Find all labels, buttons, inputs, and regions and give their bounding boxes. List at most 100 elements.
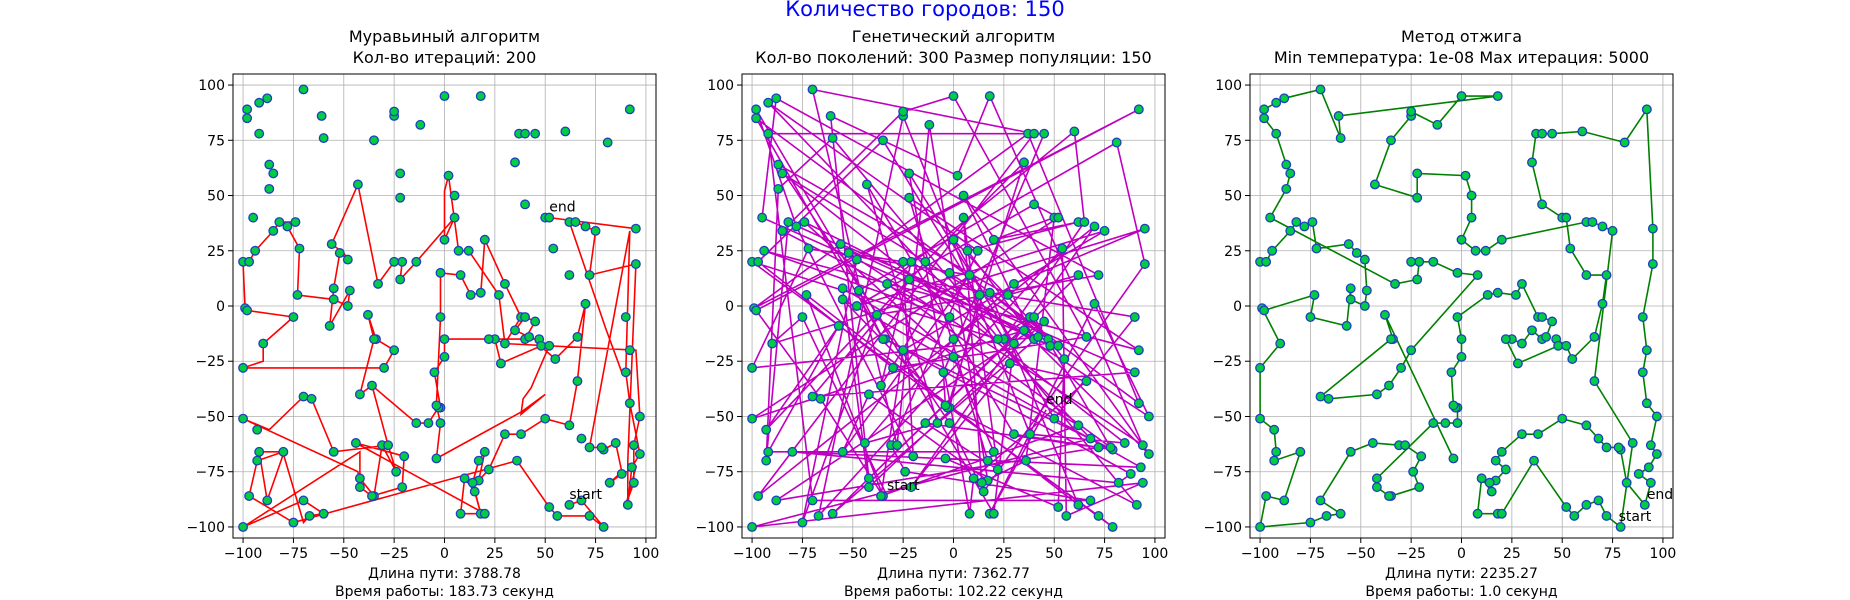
- city-point: [318, 133, 329, 144]
- city-point: [761, 455, 772, 466]
- city-point: [1460, 170, 1471, 181]
- y-tick-label: 100: [198, 78, 225, 94]
- start-label: start: [1619, 509, 1652, 525]
- city-point: [777, 225, 788, 236]
- city-point: [1099, 225, 1110, 236]
- city-point: [920, 418, 931, 429]
- end-label: end: [1046, 392, 1072, 408]
- city-point: [1647, 223, 1658, 234]
- city-point: [851, 254, 862, 265]
- city-point: [747, 522, 758, 532]
- city-point: [499, 278, 510, 289]
- city-point: [248, 212, 259, 223]
- city-point: [493, 290, 504, 300]
- city-point: [767, 338, 778, 349]
- city-point: [757, 212, 768, 223]
- city-point: [827, 508, 838, 519]
- city-point: [759, 245, 770, 256]
- x-tick-label: −75: [788, 546, 818, 562]
- city-point: [530, 316, 541, 327]
- city-point: [1406, 256, 1417, 267]
- city-point: [520, 199, 531, 210]
- y-tick-label: −100: [696, 520, 734, 536]
- city-point: [344, 285, 355, 296]
- city-point: [268, 225, 279, 236]
- city-point: [1541, 331, 1552, 342]
- city-point: [429, 367, 440, 378]
- y-tick-label: 25: [716, 244, 734, 260]
- city-point: [992, 334, 1003, 345]
- city-point: [449, 212, 460, 223]
- city-point: [1133, 104, 1144, 115]
- city-point: [1601, 510, 1612, 521]
- city-point: [876, 491, 886, 501]
- y-tick-label: 50: [207, 189, 225, 205]
- city-point: [940, 400, 951, 411]
- city-point: [1125, 468, 1136, 479]
- city-point: [415, 119, 426, 130]
- city-point: [992, 464, 1003, 475]
- city-point: [1589, 376, 1600, 387]
- city-point: [1341, 320, 1352, 331]
- city-point: [807, 84, 818, 95]
- city-point: [863, 482, 874, 493]
- city-point: [944, 418, 955, 429]
- city-point: [1085, 433, 1096, 444]
- city-point: [1613, 442, 1624, 453]
- city-point: [1345, 294, 1356, 305]
- x-tick-label: −75: [279, 546, 309, 562]
- y-tick-label: 100: [707, 78, 734, 94]
- city-point: [863, 389, 874, 400]
- city-point: [383, 440, 394, 451]
- city-point: [1512, 358, 1523, 369]
- city-point: [1029, 199, 1040, 210]
- city-point: [968, 473, 979, 484]
- city-point: [560, 126, 571, 137]
- city-point: [610, 438, 621, 448]
- city-point: [1412, 192, 1423, 203]
- city-point: [328, 446, 339, 457]
- y-tick-label: 0: [1233, 299, 1242, 315]
- city-point: [399, 451, 410, 462]
- city-point: [278, 446, 289, 457]
- city-point: [439, 91, 450, 102]
- city-point: [238, 413, 249, 424]
- city-point: [463, 245, 474, 256]
- city-point: [1345, 283, 1356, 294]
- city-point: [397, 482, 408, 493]
- city-point: [1129, 367, 1140, 378]
- y-tick-label: −50: [1212, 409, 1242, 425]
- city-point: [771, 93, 782, 104]
- city-point: [763, 446, 774, 457]
- city-point: [1452, 267, 1463, 278]
- city-point: [773, 183, 784, 194]
- city-point: [1456, 334, 1467, 345]
- city-point: [1645, 477, 1656, 488]
- city-point: [1285, 225, 1296, 236]
- city-point: [1133, 345, 1144, 356]
- city-point: [1500, 464, 1511, 475]
- x-tick-label: 0: [1457, 546, 1466, 562]
- city-point: [1259, 104, 1270, 115]
- city-point: [324, 320, 335, 331]
- city-point: [1111, 137, 1122, 148]
- city-point: [1384, 491, 1394, 501]
- city-point: [801, 290, 812, 300]
- x-tick-label: −100: [733, 546, 771, 562]
- city-point: [423, 418, 434, 429]
- route-line: [549, 216, 636, 230]
- city-point: [572, 331, 583, 342]
- city-point: [958, 190, 969, 201]
- city-point: [1081, 376, 1092, 387]
- city-point: [964, 270, 975, 281]
- city-point: [1529, 455, 1539, 466]
- city-point: [1309, 290, 1320, 300]
- city-point: [1039, 128, 1050, 139]
- path-length: Длина пути: 2235.27: [1385, 566, 1538, 582]
- city-point: [628, 440, 639, 451]
- city-point: [1139, 223, 1150, 234]
- city-point: [1633, 468, 1644, 479]
- y-tick-label: −50: [195, 409, 225, 425]
- city-point: [1452, 312, 1463, 322]
- city-point: [367, 380, 377, 391]
